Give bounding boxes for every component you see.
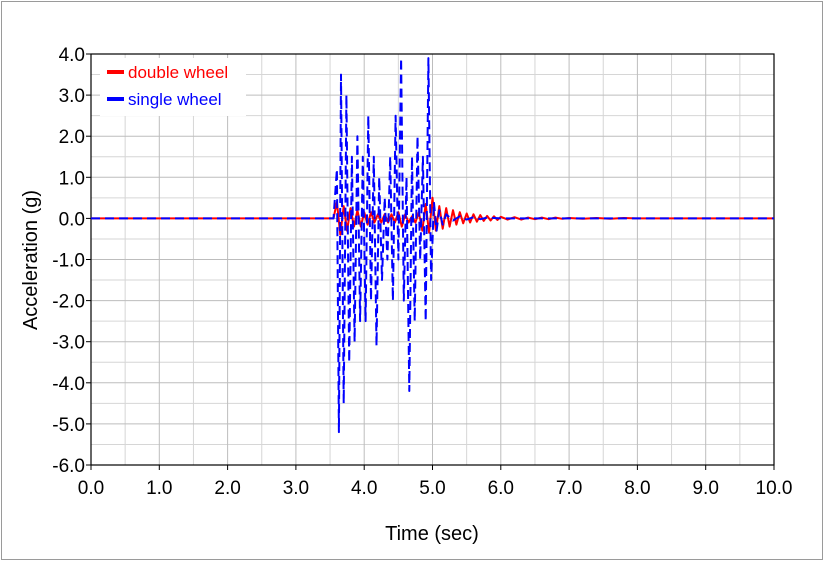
y-tick-label: 3.0	[59, 86, 85, 107]
y-tick-label: -2.0	[52, 292, 85, 313]
y-tick-label: 2.0	[59, 127, 85, 148]
x-tick-label: 9.0	[692, 478, 718, 499]
series-line-single-wheel	[91, 57, 774, 434]
y-tick-label: -1.0	[52, 251, 85, 272]
x-axis-ticks: 0.0 1.0 2.0 3.0 4.0 5.0 6.0 7.0 8.0 9.0 10.0	[78, 465, 793, 499]
y-tick-label: -5.0	[52, 415, 85, 436]
legend: double wheel single wheel	[100, 58, 246, 116]
series-layer	[91, 57, 774, 434]
x-tick-label: 7.0	[556, 478, 582, 499]
x-tick-label: 3.0	[283, 478, 309, 499]
y-tick-label: 1.0	[59, 168, 85, 189]
x-tick-label: 6.0	[488, 478, 514, 499]
x-tick-label: 5.0	[419, 478, 445, 499]
y-axis-ticks: 4.0 3.0 2.0 1.0 0.0 -1.0 -2.0 -3.0 -4.0 -5.0 -6.0	[52, 45, 91, 477]
legend-label-double-wheel: double wheel	[128, 63, 228, 82]
x-tick-label: 1.0	[146, 478, 172, 499]
y-tick-label: 4.0	[59, 45, 85, 66]
x-tick-label: 2.0	[214, 478, 240, 499]
y-tick-label: -6.0	[52, 456, 85, 477]
y-tick-label: -3.0	[52, 333, 85, 354]
x-tick-label: 8.0	[624, 478, 650, 499]
x-axis-title: Time (sec)	[385, 523, 479, 545]
x-tick-label: 0.0	[78, 478, 104, 499]
y-tick-label: 0.0	[59, 209, 85, 230]
x-tick-label: 10.0	[756, 478, 793, 499]
y-tick-label: -4.0	[52, 374, 85, 395]
legend-box	[100, 58, 246, 116]
x-tick-label: 4.0	[351, 478, 377, 499]
y-axis-title: Acceleration (g)	[20, 190, 42, 330]
legend-label-single-wheel: single wheel	[128, 90, 222, 109]
